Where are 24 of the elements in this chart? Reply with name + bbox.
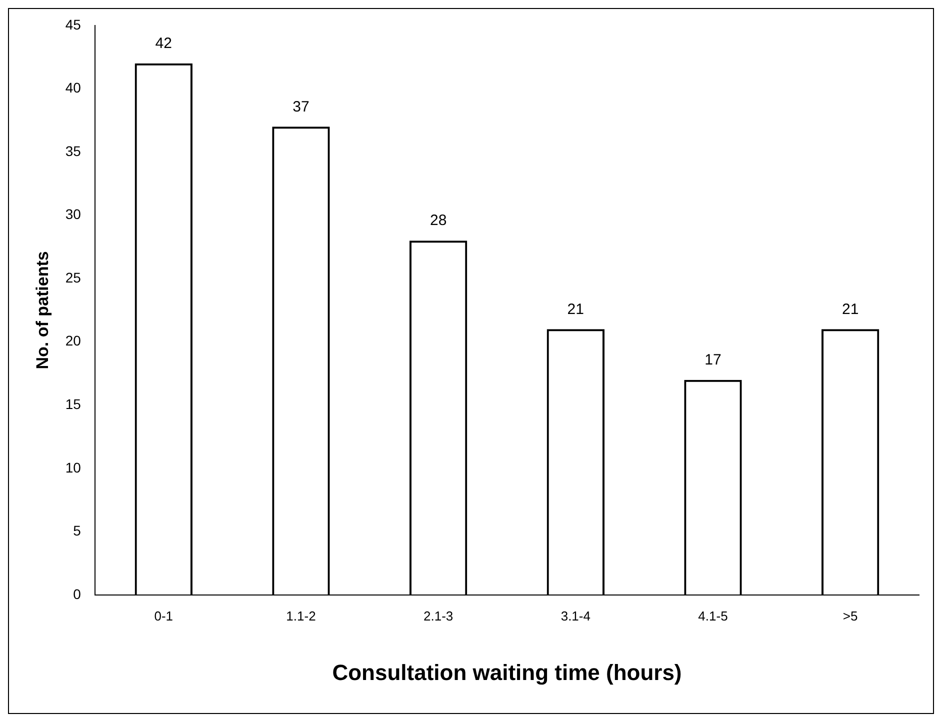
y-axis-title: No. of patients (32, 251, 52, 370)
x-tick-label: 0-1 (154, 608, 174, 624)
data-label: 28 (430, 212, 447, 230)
data-label: 42 (155, 35, 172, 52)
y-tick-label: 25 (65, 269, 82, 286)
y-tick-label: 30 (65, 206, 82, 222)
x-tick-label: 4.1-5 (698, 608, 728, 624)
y-tick-label: 10 (65, 459, 82, 476)
y-tick-label: 45 (65, 16, 82, 32)
x-axis-title: Consultation waiting time (hours) (332, 660, 682, 685)
x-tick-label: 3.1-4 (560, 608, 590, 624)
data-label: 21 (567, 300, 584, 318)
y-tick-label: 40 (65, 80, 82, 96)
data-label: 21 (842, 300, 859, 318)
data-label: 37 (292, 98, 310, 116)
x-tick-label: 1.1-2 (286, 608, 316, 624)
y-tick-label: 0 (73, 586, 82, 602)
x-tick-label: 2.1-3 (423, 608, 454, 624)
y-tick-label: 15 (65, 396, 82, 412)
y-tick-label: 20 (65, 332, 82, 349)
y-tick-label: 35 (65, 142, 82, 159)
data-label: 17 (704, 351, 722, 368)
x-tick-label: >5 (842, 608, 858, 624)
y-tick-label: 5 (73, 522, 82, 539)
